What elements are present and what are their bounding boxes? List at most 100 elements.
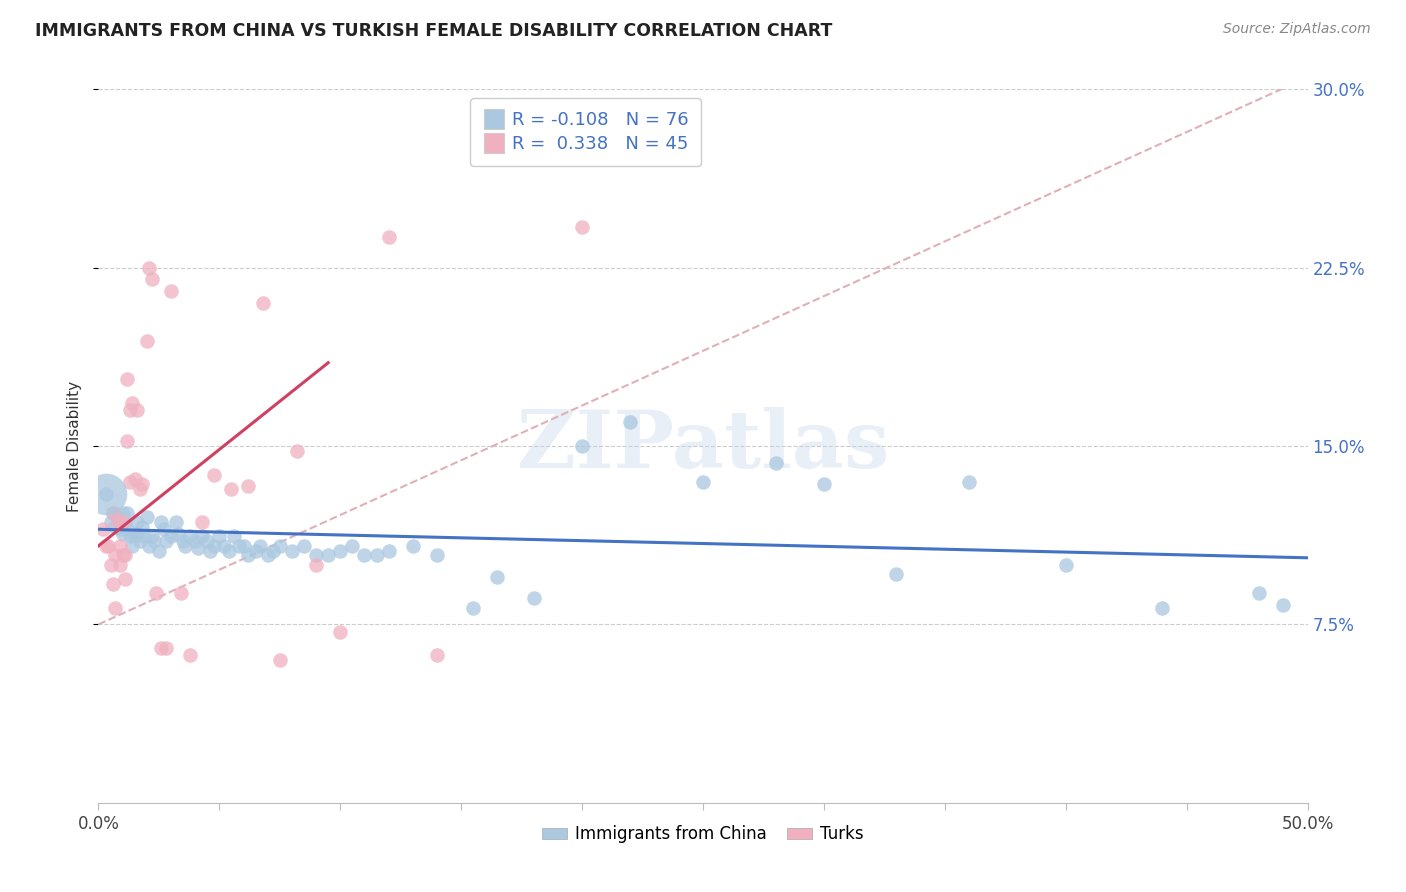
Point [692, 475, 714, 489]
Point [104, 600, 127, 615]
Point [619, 415, 641, 429]
Point [377, 543, 399, 558]
Point [127, 527, 149, 541]
Point [222, 529, 245, 543]
Point [150, 641, 173, 656]
Point [134, 529, 156, 543]
Point [100, 515, 122, 529]
Point [167, 527, 190, 541]
Point [292, 539, 315, 553]
Point [377, 229, 399, 244]
Point [228, 539, 250, 553]
Point [104, 520, 127, 534]
Point [765, 456, 787, 470]
Point [124, 472, 146, 486]
Point [813, 477, 835, 491]
Point [174, 539, 197, 553]
Text: ZIPatlas: ZIPatlas [517, 407, 889, 485]
Point [111, 549, 134, 563]
Point [571, 439, 593, 453]
Point [238, 549, 260, 563]
Point [138, 260, 160, 275]
Point [184, 534, 207, 549]
Point [117, 506, 139, 520]
Point [117, 372, 139, 386]
Point [101, 506, 124, 520]
Point [107, 510, 129, 524]
Point [256, 549, 278, 563]
Point [138, 539, 160, 553]
Point [305, 558, 328, 572]
Point [160, 529, 183, 543]
Point [108, 558, 131, 572]
Point [463, 600, 485, 615]
Point [111, 515, 134, 529]
Point [150, 515, 173, 529]
Point [366, 549, 388, 563]
Point [191, 515, 214, 529]
Point [94, 486, 117, 500]
Point [155, 641, 177, 656]
Point [342, 539, 364, 553]
Point [426, 648, 449, 663]
Point [269, 539, 291, 553]
Point [187, 541, 209, 556]
Point [108, 539, 131, 553]
Point [305, 549, 328, 563]
Point [108, 522, 131, 536]
Point [128, 482, 150, 496]
Point [155, 534, 177, 549]
Point [111, 527, 134, 541]
Point [101, 577, 124, 591]
Point [245, 543, 267, 558]
Point [118, 403, 141, 417]
Point [121, 396, 143, 410]
Y-axis label: Female Disability: Female Disability [67, 380, 83, 512]
Point [204, 539, 226, 553]
Point [143, 534, 166, 549]
Point [353, 549, 375, 563]
Point [232, 539, 254, 553]
Point [571, 220, 593, 235]
Point [316, 549, 339, 563]
Point [191, 529, 214, 543]
Point [114, 515, 136, 529]
Point [121, 539, 143, 553]
Point [402, 539, 425, 553]
Text: IMMIGRANTS FROM CHINA VS TURKISH FEMALE DISABILITY CORRELATION CHART: IMMIGRANTS FROM CHINA VS TURKISH FEMALE … [35, 22, 832, 40]
Legend: Immigrants from China, Turks: Immigrants from China, Turks [534, 817, 872, 852]
Point [957, 475, 980, 489]
Point [128, 534, 150, 549]
Point [148, 543, 170, 558]
Point [886, 567, 908, 582]
Point [523, 591, 546, 606]
Point [114, 549, 136, 563]
Point [252, 296, 274, 310]
Point [94, 486, 117, 500]
Point [100, 558, 122, 572]
Point [218, 543, 240, 558]
Point [285, 443, 308, 458]
Point [169, 586, 191, 600]
Point [1054, 558, 1077, 572]
Point [135, 510, 157, 524]
Point [135, 334, 157, 349]
Point [208, 529, 231, 543]
Point [104, 549, 127, 563]
Point [131, 477, 153, 491]
Point [160, 285, 183, 299]
Point [281, 543, 304, 558]
Point [141, 529, 163, 543]
Point [262, 543, 284, 558]
Point [198, 543, 221, 558]
Point [1272, 599, 1295, 613]
Point [238, 479, 260, 493]
Point [94, 539, 117, 553]
Point [131, 520, 153, 534]
Point [212, 539, 235, 553]
Point [165, 515, 187, 529]
Point [117, 434, 139, 449]
Point [117, 522, 139, 536]
Point [111, 506, 134, 520]
Point [179, 648, 201, 663]
